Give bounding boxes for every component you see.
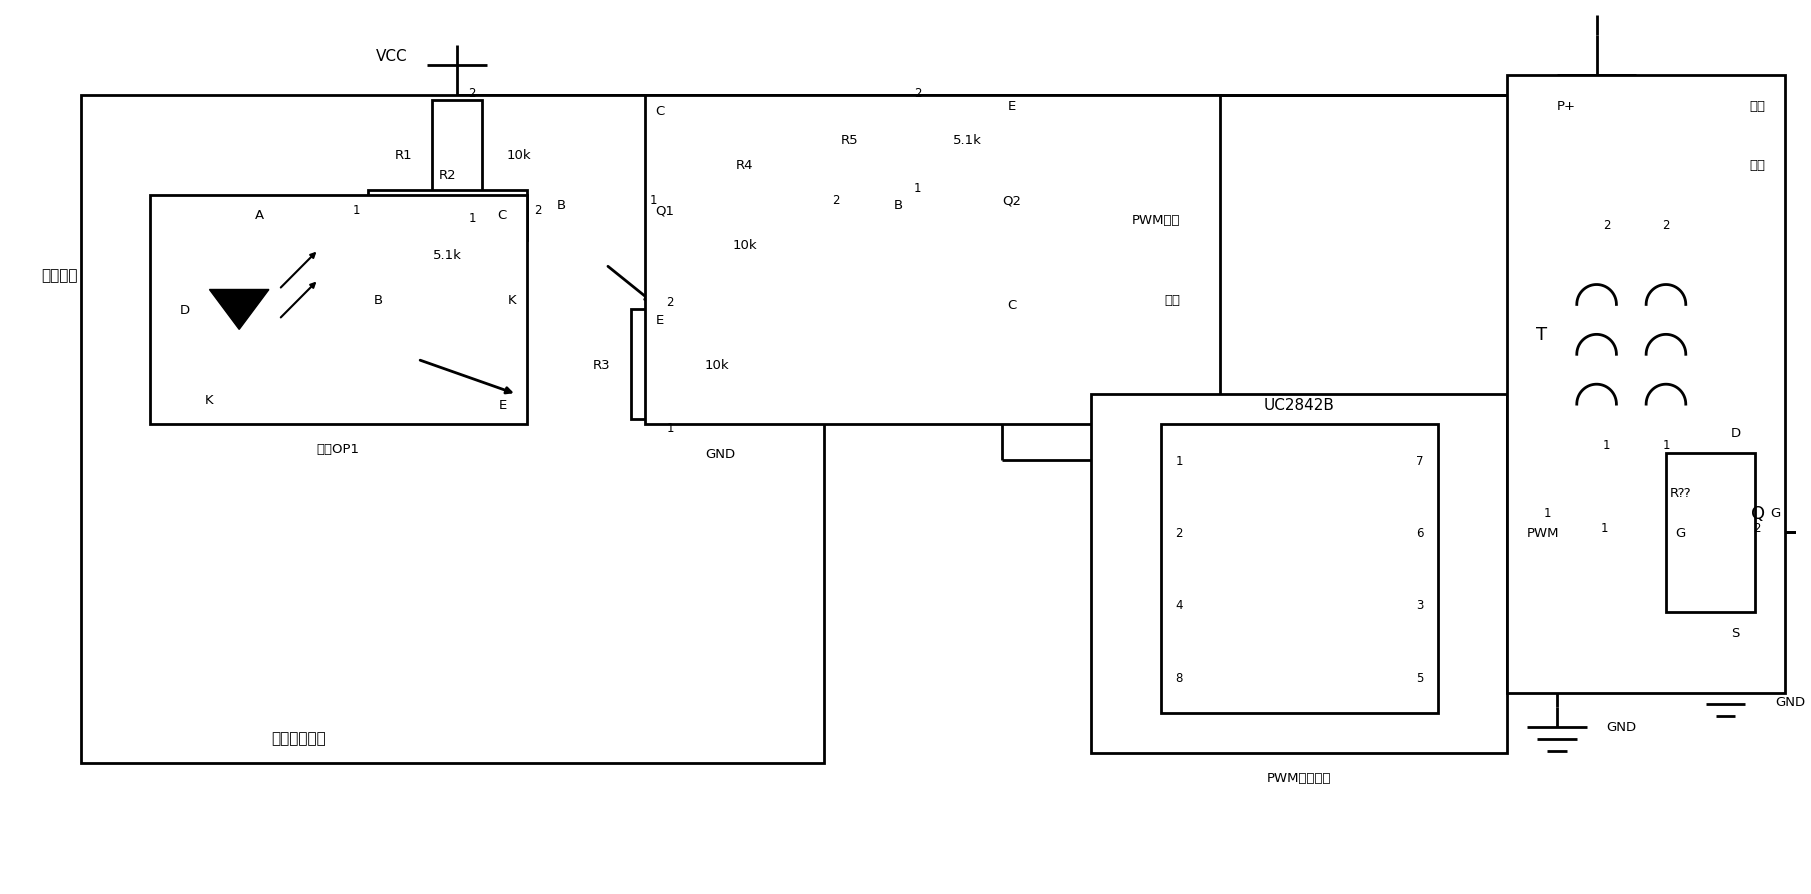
Text: 5: 5 [1416, 670, 1423, 684]
Bar [433, 101, 482, 210]
Text: Q2: Q2 [1001, 194, 1021, 207]
Bar [665, 181, 824, 231]
Text: 光耦OP1: 光耦OP1 [317, 443, 360, 456]
Text: 2: 2 [1753, 521, 1760, 535]
Text: GND: GND [704, 448, 735, 461]
Text: A: A [254, 209, 264, 222]
Text: C: C [656, 105, 665, 117]
Text: 1: 1 [1601, 521, 1608, 535]
Bar [1507, 76, 1786, 694]
Text: S: S [1731, 626, 1740, 639]
Text: Q: Q [1751, 504, 1766, 522]
Bar [1666, 453, 1755, 612]
Text: B: B [558, 199, 567, 212]
Text: 1: 1 [1603, 438, 1610, 451]
Text: 4: 4 [1175, 599, 1183, 611]
Text: 电源保护电路: 电源保护电路 [272, 730, 326, 746]
Text: 2: 2 [469, 87, 476, 99]
Text: 1: 1 [1175, 454, 1183, 468]
Text: 5.1k: 5.1k [953, 134, 982, 148]
Text: 1: 1 [1662, 438, 1670, 451]
Text: 7: 7 [1416, 454, 1423, 468]
Text: R5: R5 [840, 134, 858, 148]
Text: GND: GND [1775, 696, 1806, 709]
Text: PWM控制芯片: PWM控制芯片 [1268, 772, 1331, 785]
Text: 3: 3 [1416, 599, 1423, 611]
Text: R⁇: R⁇ [1670, 486, 1691, 500]
Text: 2: 2 [1662, 219, 1670, 232]
Text: 5.1k: 5.1k [433, 249, 462, 262]
Text: VCC: VCC [377, 48, 407, 63]
Text: 6: 6 [1416, 527, 1423, 539]
Text: G: G [1675, 527, 1686, 539]
Bar [1092, 395, 1507, 754]
Text: E: E [656, 314, 665, 326]
Text: 1: 1 [915, 182, 922, 195]
Text: 1: 1 [1543, 507, 1550, 519]
Text: 2: 2 [915, 87, 922, 99]
Text: 电路: 电路 [1164, 293, 1181, 307]
Text: C: C [498, 209, 507, 222]
Text: B: B [373, 293, 382, 307]
Text: 10k: 10k [732, 239, 757, 252]
Text: 2: 2 [1175, 527, 1183, 539]
Text: 1: 1 [666, 421, 674, 434]
Bar [630, 310, 681, 419]
Text: T: T [1536, 326, 1547, 344]
Text: Q1: Q1 [656, 204, 674, 217]
Text: UC2842B: UC2842B [1264, 397, 1335, 412]
Text: PWM: PWM [1527, 527, 1559, 539]
Text: 功率: 功率 [1749, 99, 1766, 113]
Text: 故障信号: 故障信号 [42, 267, 78, 283]
Text: D: D [1730, 426, 1740, 440]
Text: 1: 1 [650, 194, 657, 207]
Text: GND: GND [1606, 721, 1637, 734]
Text: 10k: 10k [704, 358, 730, 371]
Bar [81, 96, 824, 763]
Text: 1: 1 [353, 204, 360, 217]
Text: 2: 2 [1603, 219, 1610, 232]
Text: R4: R4 [735, 159, 753, 173]
Text: E: E [1009, 99, 1016, 113]
Text: PWM保护: PWM保护 [1132, 214, 1181, 227]
Text: R2: R2 [438, 169, 456, 182]
Bar [645, 96, 1221, 425]
Text: 8: 8 [1175, 670, 1183, 684]
Bar [368, 190, 527, 240]
Text: 电路: 电路 [1749, 159, 1766, 173]
Text: R1: R1 [395, 149, 413, 162]
Text: C: C [1007, 299, 1016, 312]
Bar [878, 101, 927, 181]
Text: D: D [179, 304, 190, 316]
Text: 2: 2 [831, 194, 838, 207]
Text: 1: 1 [469, 212, 476, 225]
Bar [1161, 425, 1438, 713]
Text: K: K [509, 293, 516, 307]
Text: E: E [498, 398, 507, 411]
Text: 2: 2 [534, 204, 541, 217]
Text: G: G [1769, 507, 1780, 519]
Text: 10k: 10k [507, 149, 531, 162]
Text: R3: R3 [594, 358, 610, 371]
Text: K: K [205, 393, 214, 406]
Bar [1617, 508, 1746, 558]
Text: 2: 2 [666, 296, 674, 308]
Text: B: B [895, 199, 904, 212]
Bar [150, 196, 527, 425]
Text: P+: P+ [1557, 99, 1576, 113]
Polygon shape [210, 291, 268, 330]
